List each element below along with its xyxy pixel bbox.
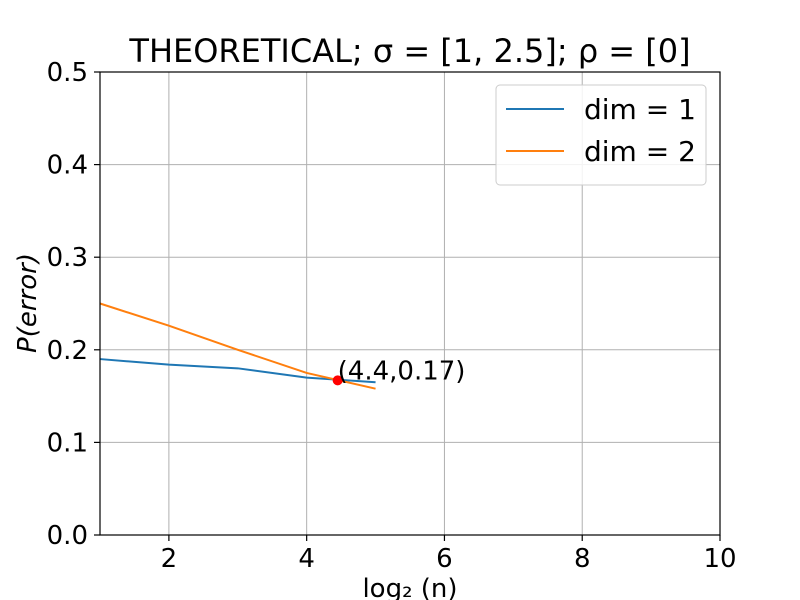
y-tick-label: 0.4 [47, 151, 88, 181]
annotation: (4.4,0.17) [332, 356, 466, 386]
plot-frame [99, 71, 721, 536]
legend-label-dim-2: dim = 2 [584, 135, 696, 168]
x-tick-label: 4 [298, 544, 315, 574]
series-line-dim-2 [99, 302, 376, 390]
series-lines [99, 302, 376, 390]
annotation-marker [332, 375, 343, 386]
legend-label-dim-1: dim = 1 [584, 93, 696, 126]
chart-title: THEORETICAL; σ = [1, 2.5]; ρ = [0] [128, 32, 690, 70]
annotation-label: (4.4,0.17) [338, 356, 466, 386]
x-tick-label: 6 [436, 544, 453, 574]
y-tick-label: 0.5 [47, 58, 88, 88]
y-tick-label: 0.3 [47, 243, 88, 273]
x-tick-label: 10 [703, 544, 736, 574]
x-tick-label: 2 [161, 544, 178, 574]
x-axis-label: log₂ (n) [362, 574, 457, 600]
y-tick-label: 0.1 [47, 428, 88, 458]
y-tick-label: 0.0 [47, 521, 88, 551]
legend: dim = 1 dim = 2 [495, 84, 707, 186]
x-tick-label: 8 [574, 544, 591, 574]
ticks: 2 4 6 8 10 0.0 0.1 0.2 0.3 0.4 0.5 [47, 58, 737, 574]
y-tick-label: 0.2 [47, 336, 88, 366]
y-axis-label: P(error) [13, 253, 43, 353]
